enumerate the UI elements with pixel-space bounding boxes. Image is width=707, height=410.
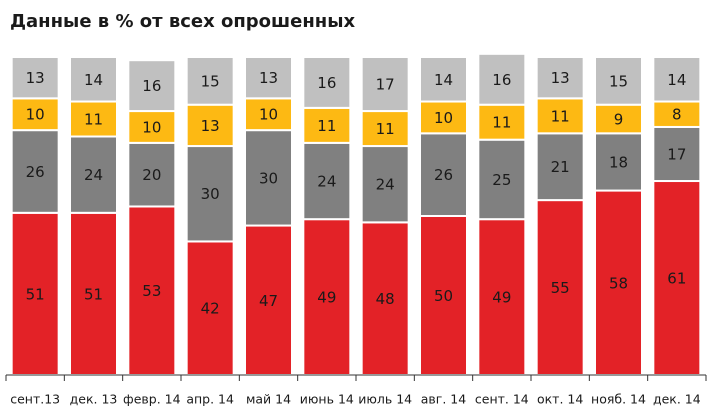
- value-label: 24: [84, 166, 103, 184]
- bar-segment: [10, 56, 60, 100]
- bar-segment: [244, 224, 293, 376]
- bar-segment: [127, 110, 177, 144]
- bar-segment: [302, 56, 352, 109]
- value-label: 48: [376, 290, 395, 308]
- value-label: 16: [317, 74, 336, 92]
- value-label: 58: [609, 274, 628, 292]
- bar-segment: [185, 56, 235, 106]
- value-label: 13: [26, 69, 45, 87]
- value-label: 30: [201, 185, 220, 203]
- value-label: 17: [376, 76, 395, 94]
- bar-segment: [69, 56, 118, 103]
- x-tick-label: сент.13: [10, 392, 60, 407]
- value-label: 53: [142, 282, 161, 300]
- value-label: 18: [609, 153, 628, 171]
- bar-segment: [419, 215, 468, 376]
- value-label: 10: [26, 106, 45, 124]
- bar-segment: [10, 211, 60, 376]
- value-label: 13: [201, 117, 220, 135]
- value-label: 11: [84, 111, 103, 129]
- value-label: 13: [259, 69, 278, 87]
- value-label: 11: [317, 117, 336, 135]
- value-label: 21: [551, 158, 570, 176]
- bar-segment: [652, 180, 702, 376]
- x-tick-label: июль 14: [358, 392, 412, 407]
- value-label: 11: [551, 107, 570, 125]
- value-label: 15: [201, 72, 220, 90]
- value-label: 20: [142, 166, 161, 184]
- value-label: 55: [551, 279, 570, 297]
- value-label: 17: [667, 145, 686, 163]
- value-label: 25: [492, 171, 511, 189]
- x-tick-label: май 14: [246, 392, 291, 407]
- bar-segment: [477, 103, 527, 141]
- value-label: 9: [614, 111, 624, 129]
- bar-segment: [244, 129, 293, 227]
- x-tick-label: дек. 13: [70, 392, 118, 407]
- bar-segment: [419, 56, 468, 103]
- bar-segment: [477, 52, 527, 106]
- value-label: 42: [201, 300, 220, 318]
- value-label: 14: [667, 71, 686, 89]
- x-tick-label: окт. 14: [537, 392, 583, 407]
- bar-segment: [185, 103, 235, 148]
- x-tick-label: авг. 14: [421, 392, 466, 407]
- value-label: 49: [317, 289, 336, 307]
- value-label: 10: [434, 109, 453, 127]
- value-label: 47: [259, 292, 278, 310]
- x-tick-label: февр. 14: [123, 392, 181, 407]
- value-label: 14: [434, 71, 453, 89]
- value-label: 51: [84, 285, 103, 303]
- bar-segment: [10, 129, 60, 214]
- bar-segment: [69, 135, 118, 214]
- bar-segment: [477, 138, 527, 221]
- value-label: 15: [609, 72, 628, 90]
- value-label: 30: [259, 169, 278, 187]
- value-label: 49: [492, 289, 511, 307]
- value-label: 10: [142, 118, 161, 136]
- value-label: 51: [26, 285, 45, 303]
- value-label: 16: [492, 71, 511, 89]
- value-label: 8: [672, 106, 682, 124]
- value-label: 26: [26, 163, 45, 181]
- value-label: 16: [142, 77, 161, 95]
- bar-segment: [360, 110, 410, 148]
- bar-segment: [127, 59, 177, 113]
- value-label: 24: [317, 173, 336, 191]
- value-label: 13: [551, 69, 570, 87]
- chart-title: Данные в % от всех опрошенных: [10, 11, 356, 32]
- value-label: 50: [434, 287, 453, 305]
- x-tick-label: июнь 14: [300, 392, 354, 407]
- value-label: 61: [667, 270, 686, 288]
- value-label: 24: [376, 176, 395, 194]
- value-label: 14: [84, 71, 103, 89]
- x-tick-label: сент. 14: [475, 392, 529, 407]
- x-tick-label: дек. 14: [653, 392, 701, 407]
- bar-segment: [360, 56, 410, 113]
- bar-segment: [535, 56, 585, 100]
- value-label: 26: [434, 166, 453, 184]
- value-label: 10: [259, 106, 278, 124]
- bar-segment: [652, 56, 702, 103]
- value-label: 11: [376, 120, 395, 138]
- value-label: 11: [492, 114, 511, 132]
- x-tick-label: апр. 14: [186, 392, 234, 407]
- bar-segment: [244, 56, 293, 100]
- bar-segment: [127, 141, 177, 208]
- x-tick-label: нояб. 14: [591, 392, 646, 407]
- bar-segment: [69, 100, 118, 138]
- bar-segment: [652, 100, 702, 128]
- bar-segment: [594, 56, 643, 106]
- bar-segment: [535, 132, 585, 202]
- bar-segment: [594, 132, 643, 192]
